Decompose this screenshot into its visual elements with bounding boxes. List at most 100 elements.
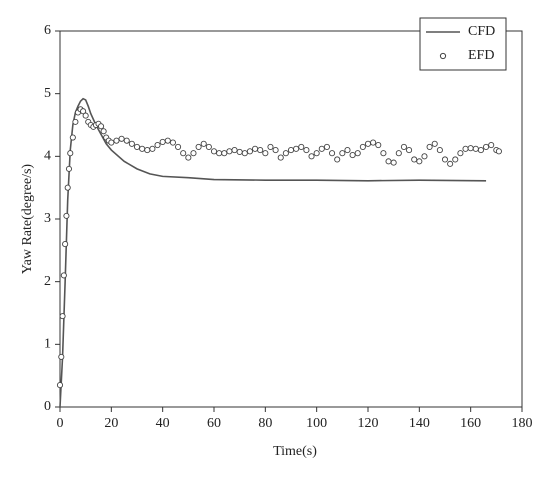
efd-point (447, 160, 454, 167)
x-tick-label: 20 (104, 416, 118, 431)
efd-point (100, 128, 107, 135)
efd-point (133, 143, 141, 150)
efd-point (226, 148, 233, 155)
efd-point (329, 150, 336, 157)
efd-point (257, 147, 264, 154)
efd-point (262, 150, 269, 157)
x-tick-label: 60 (207, 416, 221, 431)
efd-point (69, 134, 76, 141)
efd-point (364, 140, 372, 147)
efd-point (298, 143, 305, 150)
efd-point (267, 143, 274, 150)
efd-point (185, 154, 192, 161)
y-tick-label: 6 (44, 23, 51, 38)
efd-point (175, 143, 182, 150)
efd-point (64, 184, 71, 191)
y-tick-label: 4 (44, 149, 51, 164)
efd-point (313, 150, 320, 157)
efd-point (252, 145, 259, 152)
efd-point (426, 143, 433, 150)
y-tick-label: 1 (44, 337, 51, 352)
efd-point (200, 140, 207, 147)
x-tick-label: 160 (460, 416, 481, 431)
efd-point (441, 156, 449, 163)
legend-label: CFD (468, 24, 495, 39)
efd-point (339, 150, 346, 157)
efd-point (169, 139, 176, 146)
x-tick-label: 100 (306, 416, 327, 431)
plot-frame (59, 30, 523, 408)
efd-point (334, 156, 341, 163)
efd-point (149, 145, 156, 152)
efd-point (380, 150, 387, 157)
efd-point (344, 147, 351, 154)
efd-point (308, 153, 315, 160)
efd-point (406, 147, 413, 154)
efd-point (457, 150, 464, 157)
efd-point (359, 143, 366, 150)
efd-point (159, 138, 166, 145)
efd-point (72, 118, 79, 125)
efd-point (144, 147, 151, 154)
efd-point (390, 159, 397, 166)
efd-point (421, 153, 428, 160)
efd-point (272, 147, 279, 154)
efd-point (467, 145, 474, 152)
legend-box (419, 17, 507, 71)
efd-point (58, 353, 65, 360)
efd-point (477, 147, 484, 154)
efd-point (59, 313, 66, 320)
efd-point (431, 140, 438, 147)
efd-point (411, 156, 418, 163)
efd-point (118, 135, 125, 142)
efd-point (277, 154, 284, 161)
efd-point (231, 147, 238, 154)
legend-marker (439, 52, 447, 60)
efd-point (65, 165, 73, 172)
efd-point (164, 137, 171, 144)
efd-point (82, 112, 89, 119)
efd-point (108, 139, 115, 146)
efd-point (63, 212, 70, 219)
efd-point (210, 148, 218, 155)
efd-point (123, 137, 130, 144)
y-tick-label: 2 (44, 274, 51, 289)
y-tick-label: 0 (44, 399, 51, 414)
efd-point (113, 137, 120, 144)
efd-point (60, 272, 67, 279)
efd-point (80, 108, 87, 115)
efd-point (205, 143, 212, 150)
efd-point (349, 152, 356, 159)
efd-point (375, 142, 382, 149)
efd-point (452, 156, 459, 163)
efd-point (323, 143, 330, 150)
x-tick-label: 0 (57, 416, 64, 431)
x-tick-label: 40 (156, 416, 170, 431)
efd-point (495, 148, 502, 155)
y-tick-label: 3 (44, 211, 51, 226)
efd-point (462, 145, 469, 152)
efd-point (195, 143, 202, 150)
efd-point (128, 140, 135, 147)
x-tick-label: 140 (409, 416, 430, 431)
efd-point (287, 147, 295, 154)
efd-point (236, 148, 243, 155)
efd-point (303, 147, 310, 154)
efd-point (67, 150, 74, 157)
efd-point (282, 150, 289, 157)
efd-point (416, 158, 423, 165)
efd-point (483, 143, 490, 150)
x-tick-label: 80 (258, 416, 272, 431)
efd-point (62, 241, 69, 248)
efd-point (436, 147, 443, 154)
efd-point (190, 150, 197, 157)
x-tick-label: 180 (512, 416, 533, 431)
efd-point (395, 150, 402, 157)
efd-point (221, 150, 228, 157)
efd-point (154, 142, 161, 149)
efd-point (385, 158, 392, 165)
efd-point (318, 145, 325, 152)
efd-point (98, 123, 105, 130)
